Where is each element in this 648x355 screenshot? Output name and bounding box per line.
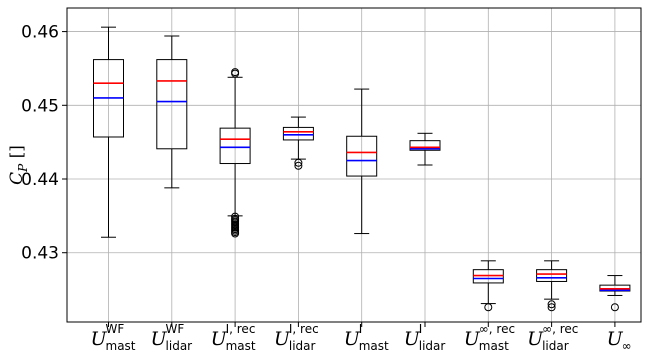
- x-label-superscript: ∞, rec: [479, 322, 515, 336]
- iqr-box: [409, 140, 441, 151]
- iqr-box: [156, 59, 188, 150]
- x-category-label: UWF lidar: [151, 322, 193, 353]
- x-label-base: U: [91, 328, 108, 350]
- box-7: [472, 260, 504, 312]
- outlier-point: [484, 303, 493, 312]
- x-axis-labels: UWF mast UWF lidar UI, rec mast UI, rec lidar UI…: [91, 322, 632, 353]
- x-label-subscript: ∞: [622, 339, 632, 353]
- box-3: [219, 68, 251, 238]
- y-tick-label: 0.44: [21, 170, 59, 190]
- x-label-superscript: I, rec: [226, 322, 256, 336]
- outlier-point: [547, 300, 556, 309]
- x-label-base: U: [404, 328, 421, 350]
- x-label-subscript: lidar: [419, 339, 446, 353]
- x-label-subscript: mast: [479, 339, 509, 353]
- x-label-superscript: I: [419, 322, 423, 336]
- x-label-base: U: [527, 328, 544, 350]
- x-label-subscript: lidar: [166, 339, 193, 353]
- box-5: [346, 88, 378, 235]
- y-axis-label-sub: P: [16, 163, 30, 173]
- x-category-label: UI lidar: [404, 322, 446, 353]
- x-label-base: U: [211, 328, 228, 350]
- x-label-base: U: [344, 328, 361, 350]
- y-tick-label: 0.45: [21, 96, 59, 116]
- iqr-box: [219, 127, 251, 165]
- x-label-base: U: [274, 328, 291, 350]
- x-label-base: U: [151, 328, 168, 350]
- x-category-label: UWF mast: [91, 322, 136, 353]
- y-axis-label-unit: []: [7, 145, 27, 164]
- x-category-label: UI, rec lidar: [274, 322, 319, 353]
- y-axis-ticks: 0.43 0.44 0.45 0.46: [21, 23, 67, 264]
- x-label-superscript: WF: [106, 322, 125, 336]
- x-category-label: U∞: [607, 328, 632, 353]
- box-6: [409, 132, 441, 166]
- y-axis-label: CP []: [7, 145, 30, 185]
- y-tick-label: 0.43: [21, 244, 59, 264]
- x-category-label: U∞, rec mast: [464, 322, 515, 353]
- x-label-subscript: mast: [359, 339, 389, 353]
- x-label-subscript: lidar: [289, 339, 316, 353]
- iqr-box: [536, 269, 568, 282]
- x-label-superscript: I, rec: [289, 322, 319, 336]
- x-category-label: UI mast: [344, 322, 389, 353]
- x-label-superscript: WF: [166, 322, 185, 336]
- outlier-point: [231, 214, 240, 223]
- x-label-base: U: [607, 328, 624, 350]
- x-label-superscript: ∞, rec: [542, 322, 578, 336]
- iqr-box: [346, 135, 378, 177]
- x-label-subscript: lidar: [542, 339, 569, 353]
- outlier-point: [231, 212, 240, 221]
- outlier-point: [231, 68, 240, 77]
- outlier-point: [610, 303, 619, 312]
- y-axis-label-main: C: [7, 172, 27, 185]
- grid: [67, 8, 641, 327]
- plot-frame: [66, 7, 642, 323]
- box-8: [536, 260, 568, 312]
- outlier-point: [547, 303, 556, 312]
- x-label-superscript: I: [359, 322, 363, 336]
- y-tick-label: 0.46: [21, 23, 59, 43]
- box-series: [93, 26, 631, 312]
- x-label-base: U: [464, 328, 481, 350]
- box-4: [282, 116, 314, 170]
- x-category-label: U∞, rec lidar: [527, 322, 578, 353]
- x-label-subscript: mast: [106, 339, 136, 353]
- outlier-point: [294, 158, 303, 167]
- box-9: [599, 275, 631, 312]
- x-category-label: UI, rec mast: [211, 322, 256, 353]
- iqr-box: [282, 126, 314, 141]
- box-1: [93, 26, 124, 238]
- box-2: [156, 35, 188, 189]
- outlier-point: [294, 161, 303, 170]
- x-label-subscript: mast: [226, 339, 256, 353]
